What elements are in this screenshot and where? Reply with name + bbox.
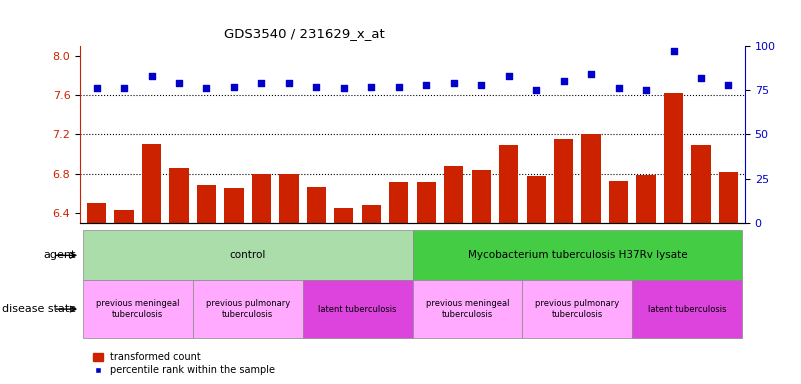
Bar	[582, 134, 601, 384]
Text: disease state: disease state	[2, 304, 76, 314]
Point	[365, 84, 378, 90]
Bar	[499, 145, 518, 384]
Text: previous meningeal
tuberculosis: previous meningeal tuberculosis	[425, 300, 509, 319]
Point	[337, 85, 350, 91]
Text: latent tuberculosis: latent tuberculosis	[648, 305, 727, 314]
Point	[694, 75, 707, 81]
Bar	[526, 175, 545, 384]
Bar	[609, 180, 628, 384]
Point	[420, 82, 433, 88]
Point	[310, 84, 323, 90]
Point	[172, 80, 185, 86]
Bar	[472, 170, 491, 384]
Bar	[83, 280, 193, 338]
Bar	[303, 280, 413, 338]
Bar	[637, 175, 656, 384]
Bar	[83, 230, 413, 280]
Point	[722, 82, 735, 88]
Bar	[444, 166, 463, 384]
Bar	[142, 144, 161, 384]
Point	[640, 87, 653, 93]
Point	[392, 84, 405, 90]
Text: previous pulmonary
tuberculosis: previous pulmonary tuberculosis	[535, 300, 619, 319]
Bar	[691, 145, 710, 384]
Text: Mycobacterium tuberculosis H37Rv lysate: Mycobacterium tuberculosis H37Rv lysate	[468, 250, 687, 260]
Point	[612, 85, 625, 91]
Text: previous meningeal
tuberculosis: previous meningeal tuberculosis	[96, 300, 179, 319]
Bar	[115, 210, 134, 384]
Bar	[280, 174, 299, 384]
Bar	[554, 139, 574, 384]
Text: GDS3540 / 231629_x_at: GDS3540 / 231629_x_at	[224, 27, 384, 40]
Point	[255, 80, 268, 86]
Bar	[307, 187, 326, 384]
Bar	[664, 93, 683, 384]
Legend: transformed count, percentile rank within the sample: transformed count, percentile rank withi…	[93, 353, 276, 375]
Bar	[334, 208, 353, 384]
Point	[91, 85, 103, 91]
Bar	[169, 168, 188, 384]
Point	[118, 85, 131, 91]
Text: latent tuberculosis: latent tuberculosis	[318, 305, 396, 314]
Bar	[417, 182, 436, 384]
Bar	[413, 280, 522, 338]
Text: agent: agent	[44, 250, 76, 260]
Bar	[389, 182, 409, 384]
Bar	[718, 172, 738, 384]
Text: control: control	[230, 250, 266, 260]
Bar	[362, 205, 381, 384]
Point	[200, 85, 213, 91]
Point	[502, 73, 515, 79]
Bar	[197, 185, 216, 384]
Point	[227, 84, 240, 90]
Bar	[87, 203, 107, 384]
Point	[447, 80, 460, 86]
Text: previous pulmonary
tuberculosis: previous pulmonary tuberculosis	[206, 300, 290, 319]
Bar	[224, 189, 244, 384]
Bar	[193, 280, 303, 338]
Point	[557, 78, 570, 84]
Bar	[632, 280, 743, 338]
Bar	[413, 230, 743, 280]
Point	[585, 71, 598, 78]
Point	[529, 87, 542, 93]
Point	[145, 73, 158, 79]
Point	[475, 82, 488, 88]
Bar	[252, 174, 271, 384]
Bar	[522, 280, 632, 338]
Point	[667, 48, 680, 55]
Point	[283, 80, 296, 86]
